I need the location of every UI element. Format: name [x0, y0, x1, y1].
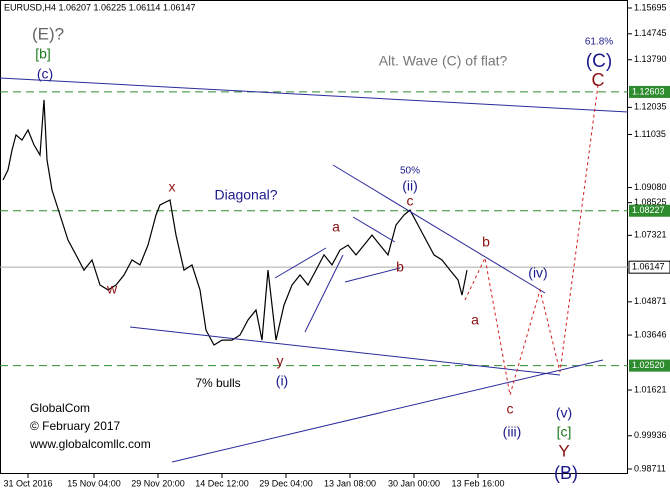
marks [0, 91, 628, 367]
x-tick-label: 13 Feb 16:00 [451, 478, 504, 488]
level-box [629, 85, 670, 98]
y-tick-label: 1.09080 [634, 182, 667, 192]
chart-title: EURUSD,H4 1.06207 1.06225 1.06114 1.0614… [4, 2, 195, 12]
annotation: (ii) [402, 178, 418, 194]
watermark: GlobalCom [30, 401, 90, 415]
level-label: 1.08227 [632, 205, 665, 215]
annotation: (B) [554, 463, 578, 483]
y-tick-label: 1.14745 [634, 28, 667, 38]
annotation: 61.8% [585, 37, 613, 48]
watermark: © February 2017 [30, 419, 121, 433]
level-label: 1.12603 [632, 86, 665, 96]
trendline [344, 267, 401, 283]
x-tick-label: 31 Oct 2016 [3, 478, 52, 488]
annotation: b [396, 259, 404, 275]
trendline [304, 254, 344, 333]
trendline [352, 216, 396, 243]
y-tick-label: 0.99936 [634, 430, 667, 440]
annotation: x [169, 179, 176, 195]
annotation: [b] [35, 46, 51, 62]
y-tick-label: 0.98711 [634, 463, 666, 473]
watermark: www.globalcomllc.com [29, 437, 151, 451]
y-tick-label: 1.03646 [634, 329, 667, 339]
y-tick-label: 1.01621 [634, 384, 667, 394]
annotation: (v) [556, 405, 572, 421]
trendline [274, 247, 327, 279]
trendline [129, 326, 561, 376]
annotation: b [482, 234, 490, 250]
x-tick-label: 29 Nov 20:00 [131, 478, 185, 488]
y-tick-label: 1.11035 [634, 129, 666, 139]
level-box [629, 204, 670, 217]
trendline [0, 77, 629, 113]
x-tick-label: 15 Nov 04:00 [67, 478, 121, 488]
x-tick-label: 14 Dec 12:00 [195, 478, 249, 488]
x-tick-label: 13 Jan 08:00 [324, 478, 376, 488]
forecast-path [464, 84, 599, 396]
current-price-label: 1.06147 [632, 262, 665, 272]
annotation: c [407, 193, 414, 209]
annotation: Y [558, 441, 569, 460]
annotation: [c] [557, 424, 572, 440]
annotation: Diagonal? [214, 187, 277, 203]
annotation: y [277, 353, 284, 369]
annotation: (E)? [32, 24, 64, 43]
annotation: (iii) [503, 424, 522, 440]
trendlines [0, 77, 629, 463]
current-price-box [628, 260, 670, 274]
price-line [2, 99, 468, 346]
annotation: Alt. Wave (C) of flat? [379, 53, 508, 69]
annotation: 50% [400, 166, 420, 177]
trendline [171, 359, 604, 463]
annotation: a [471, 312, 479, 328]
y-tick-label: 1.12035 [634, 102, 667, 112]
annotation: c [507, 401, 514, 417]
annotation: 7% bulls [195, 376, 240, 390]
y-tick-label: 1.13790 [634, 54, 667, 64]
y-tick-label: 1.15695 [634, 2, 667, 12]
annotation: a [332, 219, 340, 235]
x-tick-label: 29 Dec 04:00 [259, 478, 313, 488]
annotation: (i) [276, 373, 288, 389]
annotation: (c) [37, 66, 53, 82]
trendline [332, 164, 546, 294]
annotation: C [592, 70, 605, 90]
y-tick-label: 1.08525 [634, 197, 667, 207]
y-tick-label: 1.07321 [634, 230, 667, 240]
level-box [629, 359, 670, 372]
y-tick-label: 1.04871 [634, 296, 667, 306]
annotation: w [106, 281, 118, 297]
plot-frame [0, 0, 628, 474]
annotation: (C) [586, 51, 612, 72]
x-tick-label: 30 Jan 00:00 [388, 478, 440, 488]
annotation: (iv) [528, 265, 547, 281]
level-label: 1.02520 [632, 360, 665, 370]
